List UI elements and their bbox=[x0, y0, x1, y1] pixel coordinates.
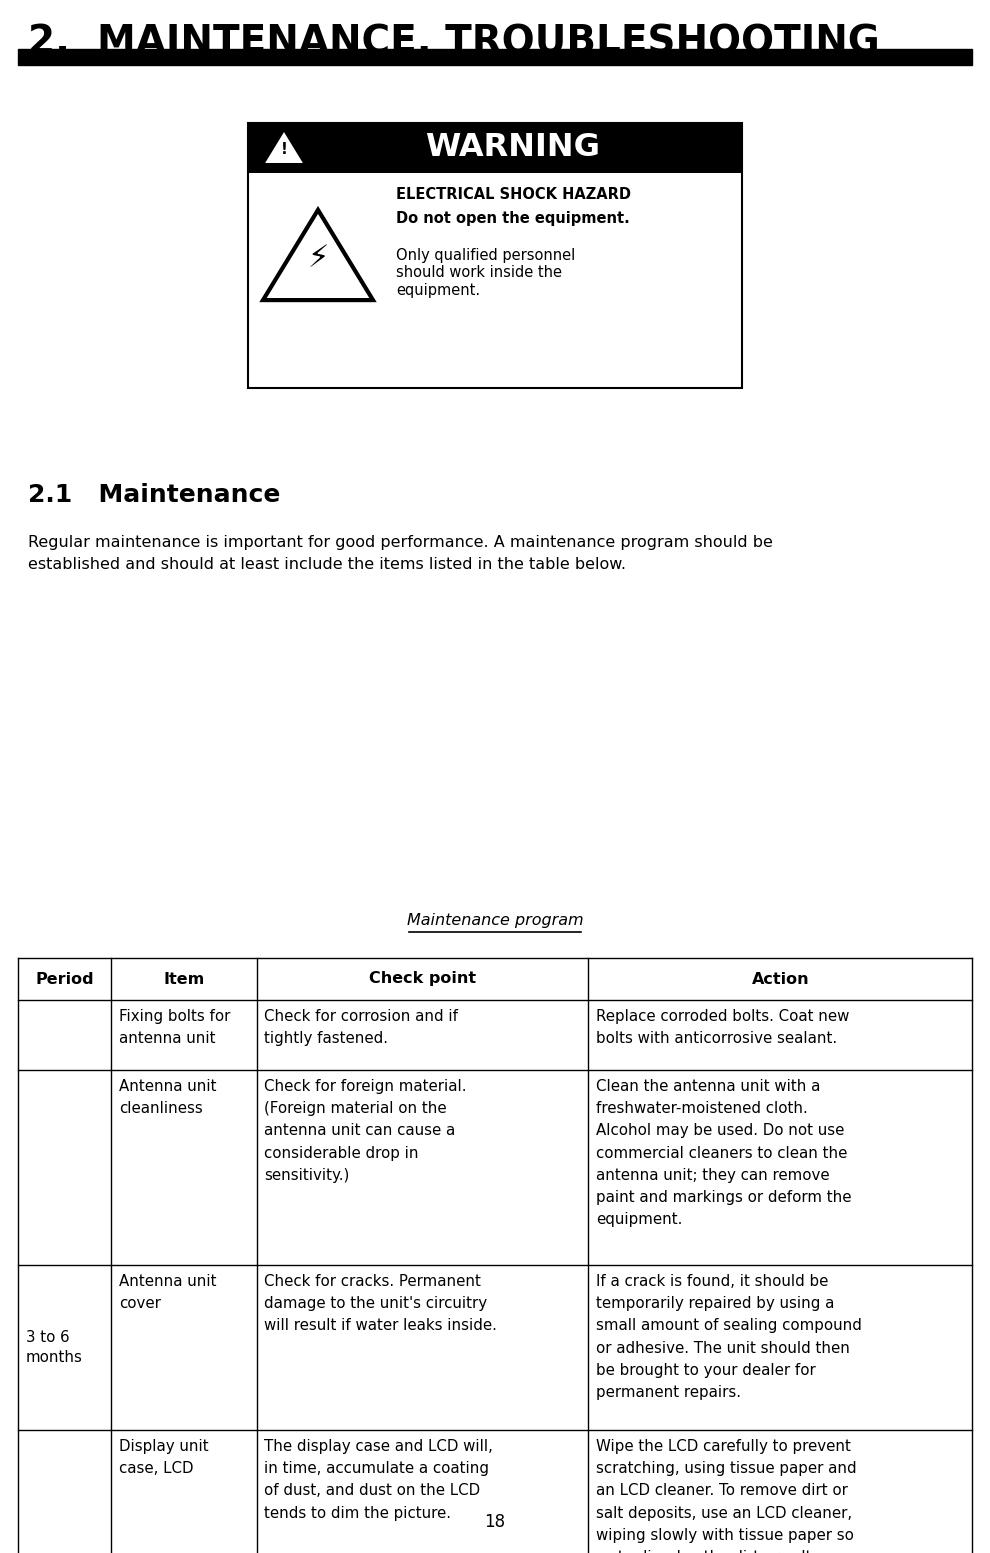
Text: Action: Action bbox=[751, 972, 809, 986]
Polygon shape bbox=[267, 134, 301, 162]
Text: Maintenance program: Maintenance program bbox=[407, 913, 583, 929]
Text: Regular maintenance is important for good performance. A maintenance program sho: Regular maintenance is important for goo… bbox=[28, 534, 773, 572]
Text: Replace corroded bolts. Coat new
bolts with anticorrosive sealant.: Replace corroded bolts. Coat new bolts w… bbox=[597, 1009, 849, 1047]
Text: Check for foreign material.
(Foreign material on the
antenna unit can cause a
co: Check for foreign material. (Foreign mat… bbox=[264, 1079, 467, 1183]
Text: Only qualified personnel
should work inside the
equipment.: Only qualified personnel should work ins… bbox=[396, 248, 575, 298]
Text: 2.1   Maintenance: 2.1 Maintenance bbox=[28, 483, 280, 506]
Text: Period: Period bbox=[36, 972, 94, 986]
Text: Check for corrosion and if
tightly fastened.: Check for corrosion and if tightly faste… bbox=[264, 1009, 458, 1047]
Text: Do not open the equipment.: Do not open the equipment. bbox=[396, 211, 630, 227]
Text: Wipe the LCD carefully to prevent
scratching, using tissue paper and
an LCD clea: Wipe the LCD carefully to prevent scratc… bbox=[597, 1440, 863, 1553]
Text: Antenna unit
cleanliness: Antenna unit cleanliness bbox=[120, 1079, 217, 1117]
Text: Display unit
case, LCD: Display unit case, LCD bbox=[120, 1440, 209, 1477]
Text: Item: Item bbox=[163, 972, 205, 986]
Text: If a crack is found, it should be
temporarily repaired by using a
small amount o: If a crack is found, it should be tempor… bbox=[597, 1273, 862, 1399]
Text: Check for cracks. Permanent
damage to the unit's circuitry
will result if water : Check for cracks. Permanent damage to th… bbox=[264, 1273, 497, 1334]
Text: ⚡: ⚡ bbox=[307, 244, 329, 273]
Bar bbox=[248, 123, 742, 388]
Text: !: ! bbox=[280, 141, 287, 157]
Text: 3 to 6
months: 3 to 6 months bbox=[26, 1329, 83, 1365]
Text: Check point: Check point bbox=[369, 972, 476, 986]
Polygon shape bbox=[263, 210, 373, 300]
Text: Fixing bolts for
antenna unit: Fixing bolts for antenna unit bbox=[120, 1009, 231, 1047]
Text: The display case and LCD will,
in time, accumulate a coating
of dust, and dust o: The display case and LCD will, in time, … bbox=[264, 1440, 493, 1520]
Text: Antenna unit
cover: Antenna unit cover bbox=[120, 1273, 217, 1311]
Text: ELECTRICAL SHOCK HAZARD: ELECTRICAL SHOCK HAZARD bbox=[396, 186, 631, 202]
Text: 2.  MAINTENANCE, TROUBLESHOOTING: 2. MAINTENANCE, TROUBLESHOOTING bbox=[28, 23, 880, 61]
Text: WARNING: WARNING bbox=[426, 132, 601, 163]
Bar bbox=[248, 123, 742, 172]
Text: Clean the antenna unit with a
freshwater-moistened cloth.
Alcohol may be used. D: Clean the antenna unit with a freshwater… bbox=[597, 1079, 852, 1227]
Text: 18: 18 bbox=[484, 1513, 506, 1531]
Bar bbox=[18, 50, 972, 65]
